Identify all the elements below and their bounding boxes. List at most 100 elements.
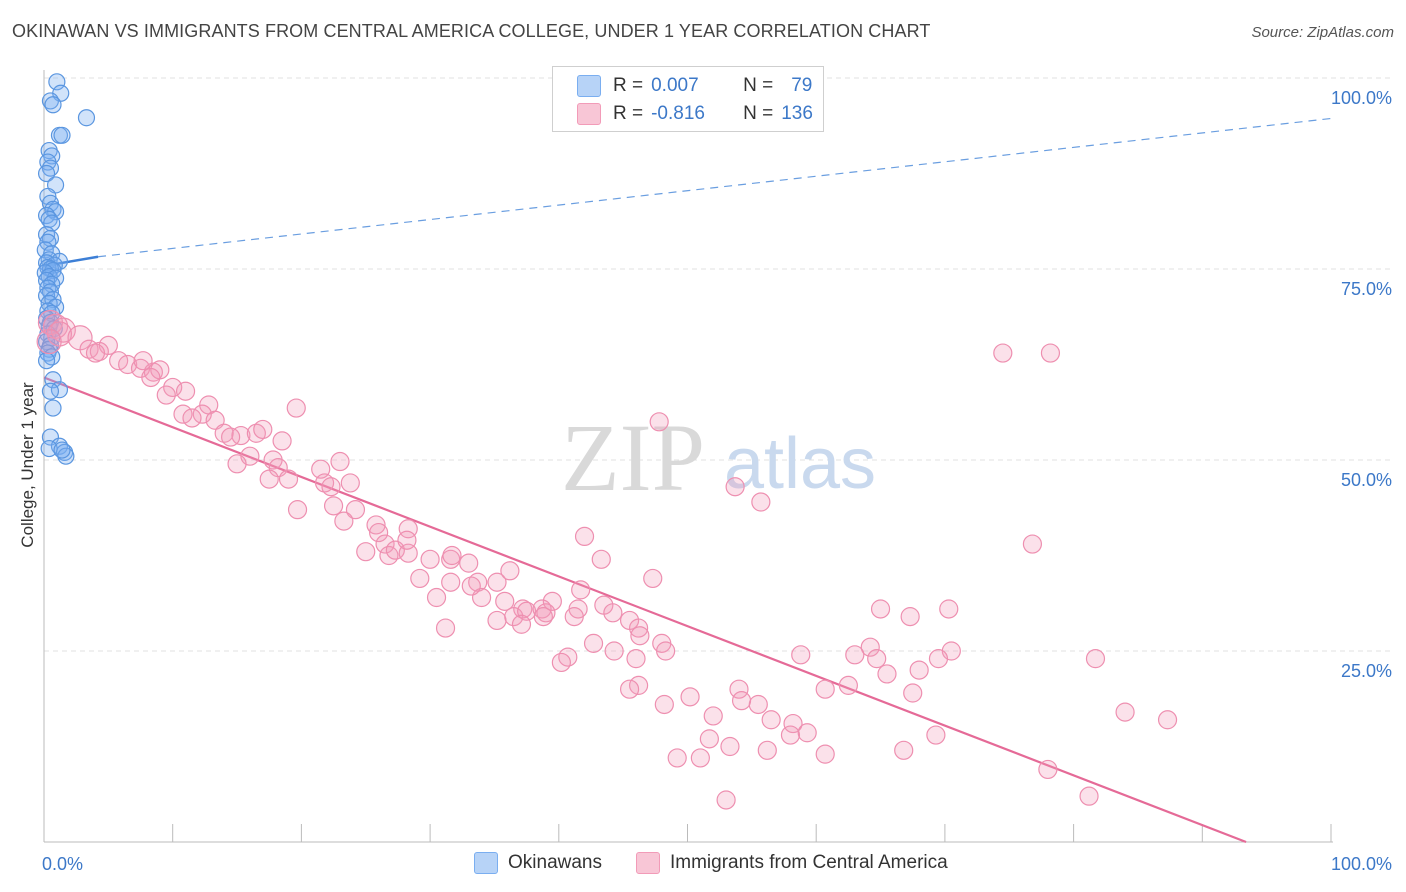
- point-central-america: [369, 522, 389, 543]
- point-central-america: [533, 607, 553, 627]
- watermark: ZIP atlas: [561, 404, 876, 511]
- y-tick-label: 50.0%: [1341, 470, 1392, 490]
- point-central-america: [656, 641, 676, 661]
- point-central-america: [619, 679, 640, 699]
- point-central-america: [340, 473, 360, 493]
- trend-line-okinawans-extended: [97, 117, 1332, 258]
- point-central-america: [939, 599, 959, 619]
- point-central-america: [993, 343, 1013, 363]
- point-central-america: [815, 679, 835, 699]
- point-central-america: [725, 477, 745, 497]
- point-okinawans: [44, 200, 62, 219]
- legend-n-value: 136: [781, 103, 813, 124]
- point-central-america: [1115, 702, 1135, 722]
- legend-n-label: N =: [743, 103, 774, 124]
- point-central-america: [461, 576, 481, 596]
- point-central-america: [1079, 786, 1099, 806]
- y-tick-label: 75.0%: [1341, 279, 1392, 299]
- point-central-america: [729, 679, 749, 699]
- point-central-america: [571, 580, 591, 600]
- point-central-america: [574, 526, 595, 547]
- x-tick-label: 0.0%: [42, 854, 83, 874]
- point-central-america: [410, 568, 430, 589]
- point-central-america: [133, 351, 153, 371]
- series-swatch-okinawans: [474, 852, 498, 874]
- legend-row-okinawans: R = 0.007 N = 79: [577, 73, 812, 99]
- point-central-america: [221, 427, 241, 447]
- series-legend-okinawans: Okinawans: [474, 852, 602, 874]
- point-central-america: [323, 496, 344, 516]
- point-okinawans: [77, 109, 96, 127]
- stats-legend: R = 0.007 N = 79 R = -0.816 N = 136: [552, 66, 824, 132]
- point-central-america: [703, 706, 723, 726]
- point-central-america: [205, 410, 225, 430]
- point-central-america: [397, 530, 417, 550]
- chart-title: OKINAWAN VS IMMIGRANTS FROM CENTRAL AMER…: [12, 21, 931, 41]
- point-central-america: [163, 377, 183, 398]
- point-central-america: [118, 354, 138, 375]
- point-central-america: [903, 683, 923, 703]
- point-central-america: [699, 729, 719, 749]
- point-central-america: [286, 398, 306, 418]
- series-legend-label: Okinawans: [508, 852, 602, 873]
- legend-swatch-central-america: [577, 103, 601, 125]
- point-central-america: [231, 425, 251, 446]
- point-central-america: [1040, 343, 1061, 363]
- point-central-america: [334, 511, 354, 531]
- point-okinawans: [40, 439, 58, 458]
- point-central-america: [156, 385, 176, 405]
- point-okinawans: [44, 96, 62, 114]
- point-central-america: [649, 412, 669, 432]
- series-legend-central-america: Immigrants from Central America: [636, 852, 948, 874]
- trend-line-central-america: [43, 376, 1247, 844]
- point-central-america: [487, 572, 507, 592]
- point-central-america: [495, 591, 515, 611]
- point-central-america: [36, 328, 62, 355]
- point-okinawans: [39, 187, 57, 206]
- legend-r-value: 0.007: [651, 75, 699, 96]
- point-central-america: [731, 691, 752, 711]
- point-central-america: [558, 647, 578, 667]
- point-central-america: [459, 553, 479, 573]
- point-central-america: [175, 381, 196, 401]
- point-central-america: [845, 645, 865, 665]
- point-central-america: [680, 687, 700, 707]
- point-central-america: [748, 694, 768, 715]
- series-swatch-central-america: [636, 852, 660, 874]
- legend-r-label: R =: [613, 75, 644, 96]
- point-central-america: [667, 748, 687, 768]
- point-central-america: [628, 618, 649, 638]
- series-legend-label: Immigrants from Central America: [670, 852, 948, 873]
- point-central-america: [330, 451, 350, 472]
- y-tick-label: 25.0%: [1341, 661, 1392, 681]
- point-central-america: [366, 515, 386, 535]
- point-okinawans: [53, 441, 71, 459]
- point-central-america: [757, 740, 777, 760]
- trend-lines: [43, 117, 1332, 844]
- point-central-america: [253, 419, 273, 440]
- watermark-atlas: atlas: [724, 424, 876, 504]
- point-central-america: [761, 710, 781, 730]
- point-central-america: [860, 637, 880, 657]
- legend-row-central-america: R = -0.816 N = 136: [577, 101, 813, 127]
- point-central-america: [345, 500, 366, 520]
- point-central-america: [603, 603, 623, 623]
- point-central-america: [426, 587, 447, 608]
- point-central-america: [783, 713, 803, 734]
- point-central-america: [716, 790, 736, 810]
- point-central-america: [542, 591, 562, 611]
- y-tick-label: 100.0%: [1331, 88, 1392, 108]
- point-central-america: [797, 723, 817, 743]
- tick-labels: 25.0% 50.0% 75.0% 100.0% 0.0% 100.0%: [42, 88, 1392, 874]
- data-points: [36, 73, 1178, 810]
- trend-line-okinawans: [43, 255, 99, 268]
- point-central-america: [626, 649, 646, 669]
- point-central-america: [551, 652, 571, 673]
- point-central-america: [591, 549, 611, 569]
- point-central-america: [643, 568, 663, 589]
- point-central-america: [500, 561, 520, 581]
- point-central-america: [877, 664, 897, 684]
- point-central-america: [654, 694, 674, 715]
- point-central-america: [85, 343, 106, 363]
- point-central-america: [441, 572, 461, 592]
